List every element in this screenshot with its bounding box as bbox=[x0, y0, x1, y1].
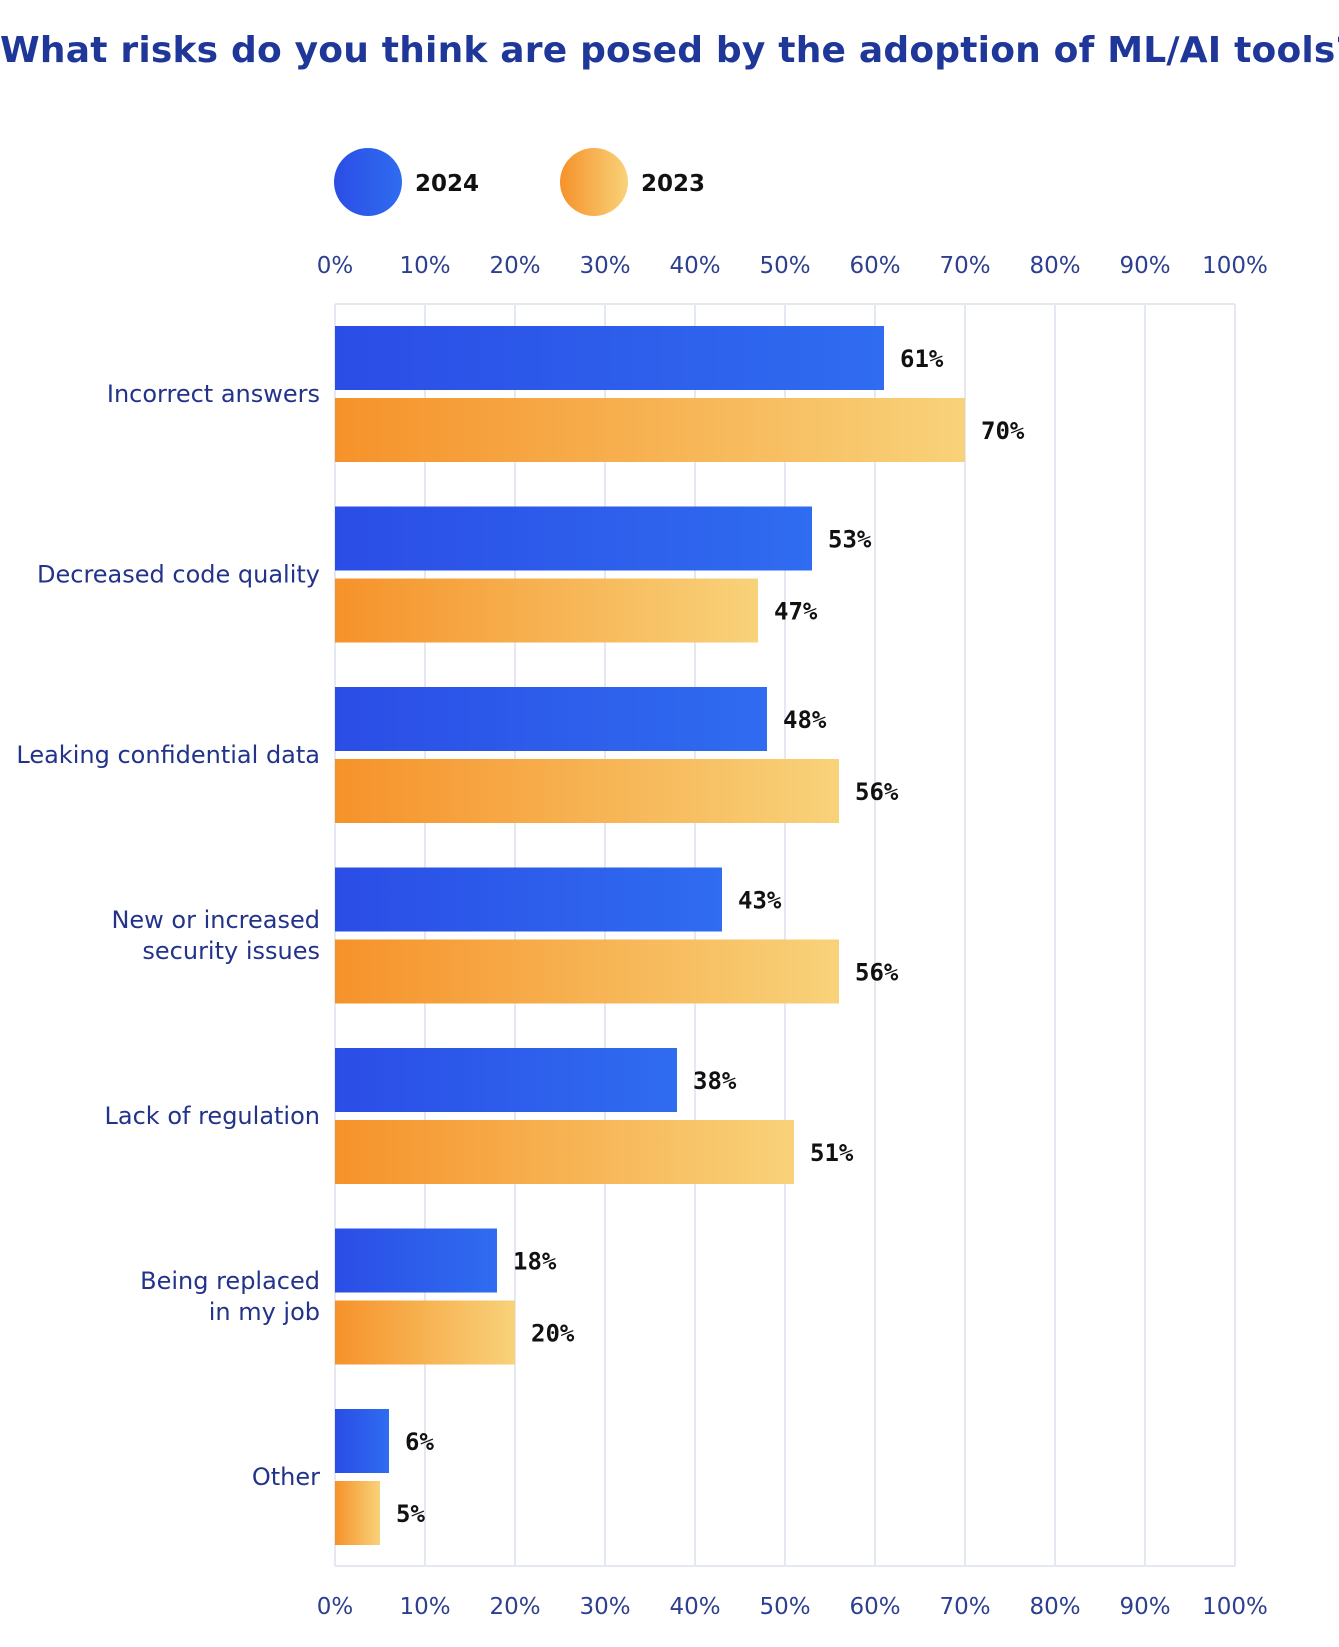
x-tick-label-bottom: 90% bbox=[1119, 1594, 1170, 1620]
chart-title: What risks do you think are posed by the… bbox=[0, 30, 1339, 71]
category-label: Being replaced bbox=[140, 1267, 320, 1295]
value-label-2024-4: 38% bbox=[693, 1067, 737, 1095]
category-label: New or increased bbox=[111, 906, 320, 934]
category-label: Other bbox=[252, 1463, 320, 1491]
x-tick-label-bottom: 60% bbox=[849, 1594, 900, 1620]
x-tick-label-top: 20% bbox=[489, 253, 540, 279]
x-tick-label-bottom: 100% bbox=[1202, 1594, 1268, 1620]
bar-2023-6 bbox=[335, 1481, 380, 1545]
value-label-2023-0: 70% bbox=[981, 417, 1025, 445]
legend: 2024 2023 bbox=[334, 148, 705, 216]
x-tick-label-top: 90% bbox=[1119, 253, 1170, 279]
category-label: security issues bbox=[142, 937, 320, 965]
x-tick-label-top: 50% bbox=[759, 253, 810, 279]
bar-2024-4 bbox=[335, 1048, 677, 1112]
value-label-2023-3: 56% bbox=[855, 959, 899, 987]
bars bbox=[335, 326, 965, 1545]
x-tick-label-bottom: 10% bbox=[399, 1594, 450, 1620]
value-label-2024-0: 61% bbox=[900, 345, 944, 373]
x-tick-label-bottom: 0% bbox=[317, 1594, 354, 1620]
value-label-2023-6: 5% bbox=[396, 1500, 425, 1528]
value-label-2024-1: 53% bbox=[828, 526, 872, 554]
bar-2023-0 bbox=[335, 398, 965, 462]
value-label-2023-2: 56% bbox=[855, 778, 899, 806]
x-tick-label-bottom: 30% bbox=[579, 1594, 630, 1620]
bar-2023-4 bbox=[335, 1120, 794, 1184]
value-label-2024-5: 18% bbox=[513, 1248, 557, 1276]
value-label-2023-5: 20% bbox=[531, 1320, 575, 1348]
bar-2023-2 bbox=[335, 759, 839, 823]
value-label-2024-3: 43% bbox=[738, 887, 782, 915]
bar-2023-5 bbox=[335, 1300, 515, 1365]
legend-label-2024: 2024 bbox=[415, 171, 479, 197]
bar-2024-2 bbox=[335, 687, 767, 751]
x-tick-label-top: 100% bbox=[1202, 253, 1268, 279]
x-tick-label-top: 60% bbox=[849, 253, 900, 279]
x-tick-label-top: 10% bbox=[399, 253, 450, 279]
legend-label-2023: 2023 bbox=[641, 171, 705, 197]
category-label: Lack of regulation bbox=[105, 1102, 320, 1130]
x-tick-label-bottom: 20% bbox=[489, 1594, 540, 1620]
bar-2024-6 bbox=[335, 1409, 389, 1473]
category-label: Leaking confidential data bbox=[16, 741, 320, 769]
value-label-2023-1: 47% bbox=[774, 598, 818, 626]
x-tick-label-bottom: 40% bbox=[669, 1594, 720, 1620]
x-tick-label-bottom: 50% bbox=[759, 1594, 810, 1620]
value-label-2023-4: 51% bbox=[810, 1139, 854, 1167]
bar-2023-1 bbox=[335, 578, 758, 643]
value-label-2024-6: 6% bbox=[405, 1428, 434, 1456]
value-label-2024-2: 48% bbox=[783, 706, 827, 734]
bar-2024-1 bbox=[335, 506, 812, 571]
category-label: in my job bbox=[209, 1298, 320, 1326]
category-label: Decreased code quality bbox=[37, 561, 320, 589]
x-tick-label-top: 40% bbox=[669, 253, 720, 279]
legend-swatch-2023 bbox=[560, 148, 628, 216]
x-tick-label-top: 70% bbox=[939, 253, 990, 279]
labels: 0% 0% 10% 10% 20% 20% 30% 30% 40% 40% 50% 50% 60% 60%… bbox=[16, 253, 1268, 1620]
x-tick-label-bottom: 80% bbox=[1029, 1594, 1080, 1620]
category-label: Incorrect answers bbox=[107, 380, 320, 408]
bar-2024-5 bbox=[335, 1228, 497, 1293]
bar-2023-3 bbox=[335, 939, 839, 1004]
x-tick-label-top: 30% bbox=[579, 253, 630, 279]
bar-2024-3 bbox=[335, 867, 722, 932]
grid-lines bbox=[334, 303, 1236, 1567]
bar-2024-0 bbox=[335, 326, 884, 390]
x-tick-label-top: 0% bbox=[317, 253, 354, 279]
legend-swatch-2024 bbox=[334, 148, 402, 216]
x-tick-label-top: 80% bbox=[1029, 253, 1080, 279]
x-tick-label-bottom: 70% bbox=[939, 1594, 990, 1620]
